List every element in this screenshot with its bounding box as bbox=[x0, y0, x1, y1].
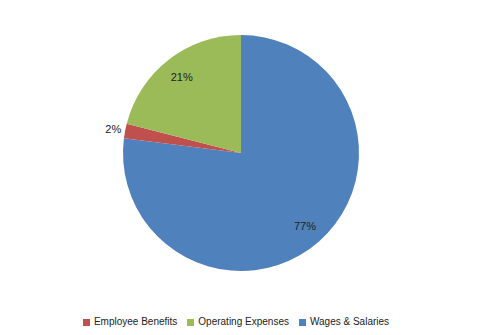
html-text:Operating Expenses: Operating Expenses bbox=[198, 316, 289, 327]
svg-text:21%: 21% bbox=[171, 71, 193, 83]
html-text:Wages & Salaries: Wages & Salaries bbox=[310, 316, 390, 327]
svg-text:77%: 77% bbox=[294, 220, 316, 232]
svg-text:2%: 2% bbox=[105, 123, 121, 135]
html-text:Employee Benefits: Employee Benefits bbox=[93, 316, 178, 327]
